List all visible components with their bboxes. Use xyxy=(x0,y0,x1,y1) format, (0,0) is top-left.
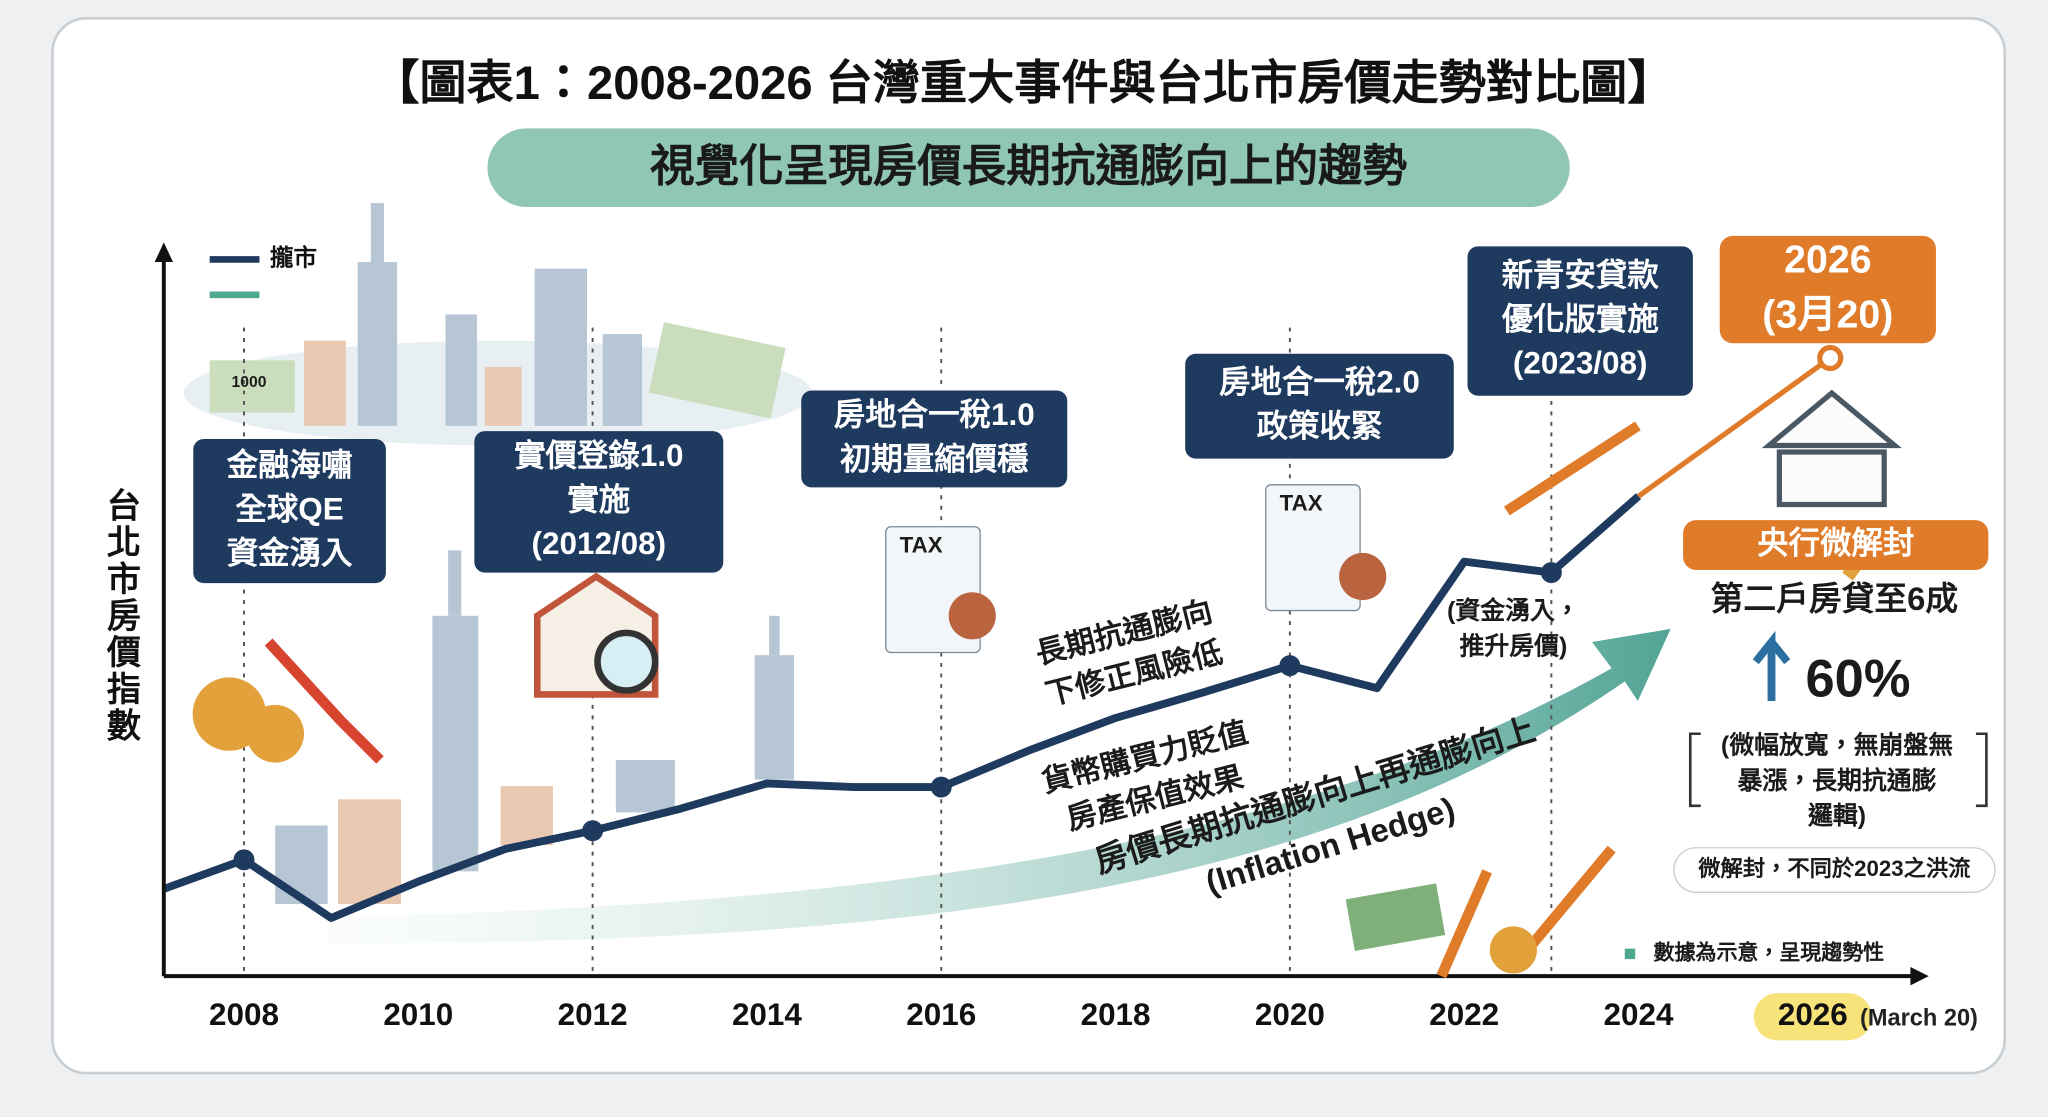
annotation: TAX xyxy=(1280,490,1323,515)
x-axis-arrow xyxy=(1910,966,1929,986)
chart-subtitle: 視覺化呈現房價長期抗通膨向上的趨勢 xyxy=(650,142,1408,191)
annotation-text: 2026 xyxy=(1784,237,1871,281)
annotation-text: 邏輯) xyxy=(1807,801,1866,830)
data-point xyxy=(1540,562,1562,584)
annotation-box xyxy=(1673,847,1996,893)
annotation: 央行微解封 xyxy=(1683,520,1989,570)
x-tick-label: 2010 xyxy=(383,997,453,1032)
annotation-text: (3月20) xyxy=(1762,292,1893,336)
annotation: TAX xyxy=(900,532,943,557)
x-tick-label: 2024 xyxy=(1604,997,1674,1032)
annotation-text: 數據為示意，呈現趨勢性 xyxy=(1654,940,1885,964)
annotation-text: TAX xyxy=(900,532,943,557)
annotation-text: 初期量縮價穩 xyxy=(840,440,1029,476)
annotation: 數據為示意，呈現趨勢性 xyxy=(1654,940,1885,964)
series-line xyxy=(162,493,1642,922)
annotation-box xyxy=(1467,246,1693,396)
subtitle-pill xyxy=(487,128,1570,208)
annotation-box xyxy=(1185,353,1454,459)
x-tick-note: (March 20) xyxy=(1860,1005,1978,1031)
annotation-box xyxy=(1683,520,1989,570)
hedge-arrow xyxy=(327,628,1671,944)
annotation-text: 1000 xyxy=(231,374,266,391)
annotation: 第二戶房貸至6成 xyxy=(1711,580,1958,617)
legend-label: 攏市 xyxy=(270,244,317,271)
x-tick-highlight xyxy=(1753,993,1872,1041)
annotation: 2026 (3月20) xyxy=(1719,235,1936,344)
annotation: 60% xyxy=(1806,650,1911,708)
annotation-text: 暴漲，長期抗通膨 xyxy=(1738,766,1937,795)
x-tick-label: 2008 xyxy=(209,997,279,1032)
annotation-text: 央行微解封 xyxy=(1757,525,1914,560)
x-tick-label: 2016 xyxy=(906,997,976,1032)
annotation-text: 優化版實施 xyxy=(1502,301,1659,336)
annotation-box xyxy=(801,390,1068,488)
skyline xyxy=(183,203,813,905)
data-point xyxy=(1279,655,1301,677)
series-line xyxy=(1636,355,1832,499)
annotation-text: 60% xyxy=(1806,650,1911,708)
annotation-text: 房地合一稅1.0 xyxy=(834,397,1035,432)
annotation-text: TAX xyxy=(1280,490,1323,515)
data-point xyxy=(233,849,255,871)
annotation: (資金湧入， 推升房價) xyxy=(1447,596,1580,660)
annotation-text: (2023/08) xyxy=(1513,345,1648,380)
annotation-text: (資金湧入， xyxy=(1447,596,1580,625)
annotation-text: 全球QE xyxy=(235,491,343,526)
annotation: 房地合一稅1.0 初期量縮價穩 xyxy=(801,390,1068,488)
x-tick-label: 2026 xyxy=(1778,997,1848,1032)
data-point xyxy=(930,776,952,798)
chart-title: 【圖表1：2008-2026 台灣重大事件與台北市房價走勢對比圖】 xyxy=(372,56,1674,109)
annotation-text: (2012/08) xyxy=(532,526,667,561)
annotation-box xyxy=(193,438,386,584)
annotation-text: 政策收緊 xyxy=(1257,408,1383,444)
annotation-text: 資金湧入 xyxy=(227,534,353,570)
x-tick-label: 2014 xyxy=(732,997,802,1032)
annotation-text: 新青安貸款 xyxy=(1502,256,1660,292)
annotation-text: (微幅放寬，無崩盤無 xyxy=(1721,730,1953,759)
annotation: 實價登錄1.0 實施 (2012/08) xyxy=(474,431,724,573)
annotation-box xyxy=(1719,235,1936,344)
y-axis-arrow xyxy=(154,242,173,263)
x-tick-label: 2020 xyxy=(1255,997,1325,1032)
x-tick-label: 2018 xyxy=(1081,997,1151,1032)
annotation-text: 金融海嘯 xyxy=(226,446,353,482)
x-tick-label: 2022 xyxy=(1429,997,1499,1032)
data-point xyxy=(1817,344,1844,372)
y-axis-label: 台北市房價指數 xyxy=(101,487,142,744)
annotation-text: 房地合一稅2.0 xyxy=(1219,364,1420,399)
annotation: 房地合一稅2.0 政策收緊 xyxy=(1185,353,1454,459)
annotation: 1000 xyxy=(231,374,266,391)
data-point xyxy=(582,820,604,842)
annotation-text: 第二戶房貸至6成 xyxy=(1711,580,1958,617)
annotation: 微解封，不同於2023之洪流 xyxy=(1673,847,1996,893)
x-tick-label: 2012 xyxy=(558,997,628,1032)
annotation-text: 微解封，不同於2023之洪流 xyxy=(1698,855,1970,881)
annotation-text: 推升房價) xyxy=(1459,633,1567,661)
annotation-text: 實價登錄1.0 xyxy=(514,438,683,473)
annotation-box xyxy=(474,431,724,573)
annotation-text: 實施 xyxy=(567,482,630,517)
